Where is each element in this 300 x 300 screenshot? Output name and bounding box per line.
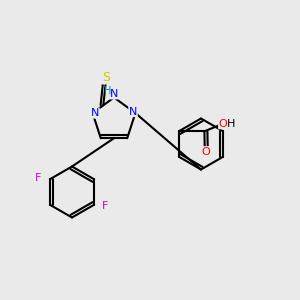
Text: F: F — [102, 201, 109, 211]
Text: O: O — [201, 147, 210, 157]
Text: N: N — [91, 108, 99, 118]
Text: S: S — [102, 71, 110, 84]
Text: N: N — [110, 89, 118, 99]
Text: F: F — [35, 173, 42, 183]
Text: O: O — [219, 119, 227, 129]
Text: H: H — [104, 86, 111, 96]
Text: N: N — [129, 106, 137, 116]
Text: H: H — [226, 119, 235, 129]
